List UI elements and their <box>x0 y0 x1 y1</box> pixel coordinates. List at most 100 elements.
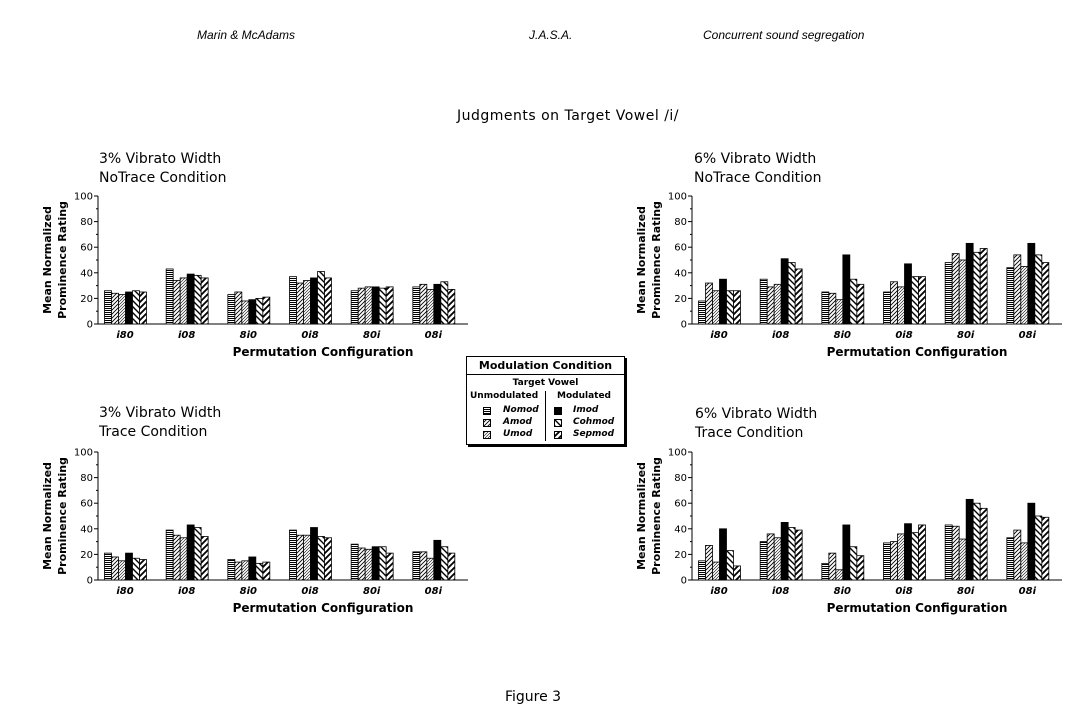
y-axis-label-line2: Prominence Rating <box>56 457 69 575</box>
y-tick-label: 20 <box>674 550 687 561</box>
panel-title-line2: Trace Condition <box>695 425 804 441</box>
x-tick-label: i80 <box>710 586 727 597</box>
bar-umod-0i8 <box>897 533 905 581</box>
bar-sepmod-i80 <box>139 291 147 325</box>
bar-sepmod-i08 <box>200 536 209 581</box>
x-axis-label: Permutation Configuration <box>233 601 414 615</box>
x-tick-label: 08i <box>1019 586 1037 597</box>
bar-imod-0i8 <box>310 277 318 325</box>
bar-amod-80i <box>951 525 960 581</box>
bar-umod-i08 <box>773 537 782 581</box>
bar-imod-80i <box>371 286 380 325</box>
bar-sepmod-80i <box>979 248 988 325</box>
bar-umod-0i8 <box>897 286 905 325</box>
x-tick-label: 80i <box>363 330 381 341</box>
panel-title-line1: 3% Vibrato Width <box>99 151 222 167</box>
bar-nomod-i80 <box>104 552 112 581</box>
y-tick-label: 60 <box>674 499 687 510</box>
x-tick-label: i08 <box>178 586 195 597</box>
x-tick-label: 8i0 <box>834 330 851 341</box>
bar-sepmod-8i0 <box>262 561 271 581</box>
bar-amod-0i8 <box>296 282 304 325</box>
legend-item-umod: Umod <box>503 429 533 439</box>
bar-imod-08i <box>433 283 442 325</box>
bar-sepmod-i80 <box>733 290 741 325</box>
bar-amod-i80 <box>705 545 713 581</box>
bar-nomod-0i8 <box>883 291 891 325</box>
bar-sepmod-08i <box>1041 262 1050 325</box>
x-tick-label: i08 <box>772 586 789 597</box>
bar-sepmod-08i <box>447 552 456 581</box>
bar-nomod-8i0 <box>227 294 236 325</box>
bar-sepmod-0i8 <box>324 537 332 581</box>
bar-cohmod-08i <box>1034 254 1043 325</box>
y-tick-label: 60 <box>80 243 93 254</box>
x-tick-label: i80 <box>710 330 727 341</box>
bar-imod-08i <box>433 539 442 581</box>
bar-nomod-80i <box>350 543 359 581</box>
y-tick-label: 40 <box>674 524 687 535</box>
bar-cohmod-i80 <box>726 290 734 325</box>
x-tick-label: 8i0 <box>834 586 851 597</box>
bar-amod-i80 <box>111 292 119 325</box>
legend-group-modulated: Modulated <box>557 391 611 401</box>
bar-nomod-08i <box>1006 537 1015 581</box>
bar-nomod-i08 <box>759 541 768 581</box>
bar-nomod-i80 <box>698 300 706 325</box>
bar-umod-80i <box>958 538 967 581</box>
legend-swatch-sepmod <box>554 431 562 439</box>
bar-umod-80i <box>958 259 967 325</box>
bar-amod-8i0 <box>828 552 837 581</box>
y-tick-label: 20 <box>80 294 93 305</box>
y-tick-label: 0 <box>681 576 687 587</box>
bar-umod-i80 <box>118 560 126 581</box>
bar-sepmod-08i <box>1041 516 1050 581</box>
bar-nomod-80i <box>350 290 359 325</box>
bar-sepmod-i08 <box>794 268 803 325</box>
bar-amod-i08 <box>766 286 775 325</box>
bar-amod-8i0 <box>234 561 243 581</box>
x-tick-label: 8i0 <box>240 586 257 597</box>
bar-nomod-08i <box>1006 267 1015 325</box>
bar-sepmod-0i8 <box>324 277 332 325</box>
panel-title-line1: 6% Vibrato Width <box>694 151 817 167</box>
chart-6pct-notrace: 0 20 40 60 80 100 Mean Normalized Prominence Ra… <box>635 192 1062 359</box>
bar-amod-8i0 <box>234 291 243 325</box>
x-tick-label: 0i8 <box>301 586 318 597</box>
bar-umod-08i <box>426 557 435 581</box>
bar-nomod-8i0 <box>227 559 236 581</box>
bar-umod-8i0 <box>241 560 250 581</box>
bar-umod-08i <box>1020 266 1029 325</box>
bar-amod-08i <box>1013 254 1022 325</box>
bar-umod-0i8 <box>303 534 311 581</box>
x-tick-label: 08i <box>1019 330 1037 341</box>
bar-imod-0i8 <box>310 527 318 581</box>
header-authors: Marin & McAdams <box>197 28 296 42</box>
chart-3pct-notrace: 0 20 40 60 80 100 Mean Normalized Prominence Ra… <box>41 192 468 359</box>
bar-cohmod-i08 <box>193 274 202 325</box>
bar-umod-i80 <box>712 290 720 325</box>
legend-box: Modulation Condition Target Vowel Unmodu… <box>466 356 625 445</box>
y-tick-label: 100 <box>668 448 687 459</box>
y-tick-label: 60 <box>674 243 687 254</box>
bar-nomod-i08 <box>759 278 768 325</box>
legend-title: Modulation Condition <box>467 359 624 375</box>
bar-imod-i08 <box>780 258 789 325</box>
panel-title-line1: 6% Vibrato Width <box>695 406 818 422</box>
header-topic: Concurrent sound segregation <box>703 28 865 42</box>
bar-amod-i08 <box>172 280 181 325</box>
y-axis-label-line1: Mean Normalized <box>41 206 54 314</box>
panel-title-line2: NoTrace Condition <box>694 170 822 186</box>
x-axis-label: Permutation Configuration <box>827 601 1008 615</box>
bar-cohmod-8i0 <box>255 298 264 325</box>
bar-amod-80i <box>951 253 960 325</box>
legend-item-sepmod: Sepmod <box>573 429 615 439</box>
bar-cohmod-80i <box>378 546 387 581</box>
y-tick-label: 60 <box>80 499 93 510</box>
y-axis-label-line1: Mean Normalized <box>41 462 54 570</box>
bar-umod-i80 <box>118 294 126 325</box>
bar-sepmod-i80 <box>733 565 741 581</box>
bar-sepmod-i80 <box>139 559 147 581</box>
bar-sepmod-8i0 <box>856 283 865 325</box>
bar-nomod-0i8 <box>883 542 891 581</box>
